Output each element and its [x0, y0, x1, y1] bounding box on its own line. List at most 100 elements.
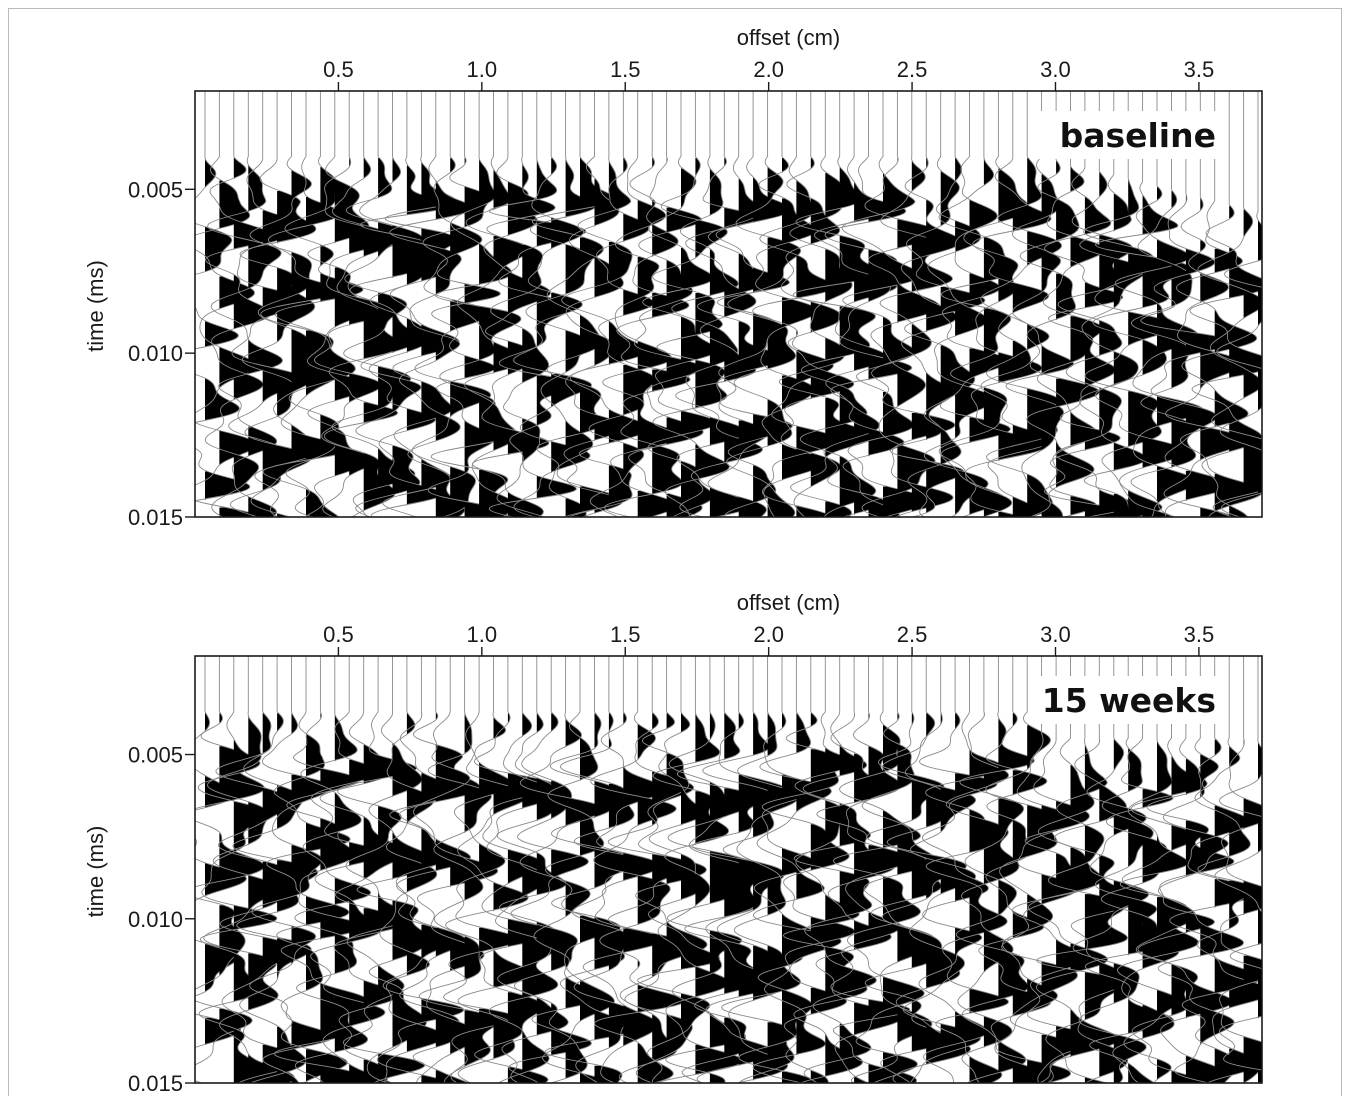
trace-fill — [709, 713, 750, 1083]
trace-line — [726, 91, 802, 517]
y-tick-label: 0.015 — [128, 1071, 183, 1096]
trace-fill — [608, 161, 649, 508]
trace-8 — [266, 656, 351, 1083]
trace-line — [871, 91, 956, 517]
trace-65 — [1083, 91, 1177, 517]
trace-fill — [1027, 725, 1071, 1083]
trace-40 — [721, 656, 802, 1083]
trace-line — [1219, 656, 1262, 1083]
trace-line — [1036, 656, 1128, 1083]
trace-21 — [456, 91, 530, 517]
y-axis-label: time (ms) — [83, 260, 108, 352]
x-tick-label: 0.5 — [323, 57, 354, 82]
trace-fill — [594, 713, 635, 1083]
trace-line — [904, 91, 986, 517]
trace-line — [761, 656, 856, 1083]
trace-fill — [522, 164, 556, 517]
trace-line — [1214, 656, 1262, 1071]
x-axis-label: offset (cm) — [737, 590, 841, 615]
trace-fill — [1185, 759, 1234, 1083]
trace-line — [636, 656, 721, 1083]
trace-fill — [464, 158, 507, 517]
trace-27 — [542, 656, 615, 1083]
trace-fill — [262, 713, 307, 1077]
trace-4 — [207, 91, 283, 517]
trace-line — [889, 91, 965, 517]
trace-fill — [291, 170, 323, 463]
trace-line — [652, 656, 744, 1083]
trace-32 — [603, 91, 691, 517]
trace-72 — [1194, 656, 1262, 1083]
trace-line — [1137, 656, 1235, 1083]
x-tick-label: 2.0 — [753, 57, 784, 82]
trace-line — [331, 91, 416, 517]
trace-line — [496, 656, 569, 1083]
trace-line — [486, 91, 556, 517]
trace-69 — [1137, 656, 1235, 1083]
trace-29 — [561, 91, 650, 517]
trace-17 — [389, 91, 472, 517]
y-tick-label: 0.015 — [128, 505, 183, 530]
trace-fill — [1229, 745, 1262, 1078]
trace-64 — [1072, 656, 1150, 1083]
trace-66 — [1100, 656, 1180, 1083]
trace-line — [207, 91, 283, 517]
trace-fill — [1214, 739, 1260, 1083]
trace-fill — [306, 734, 351, 1083]
trace-line — [456, 91, 530, 517]
trace-line — [1216, 91, 1262, 517]
trace-line — [782, 656, 868, 1083]
trace-13 — [331, 91, 416, 517]
trace-67 — [1114, 91, 1204, 517]
x-tick-label: 3.0 — [1040, 622, 1071, 647]
trace-fill — [334, 179, 370, 476]
trace-fill — [652, 158, 690, 496]
trace-fill — [926, 713, 971, 1065]
trace-line — [588, 91, 656, 517]
trace-fill — [493, 170, 529, 517]
plot-frame — [194, 655, 1263, 1084]
trace-fill — [551, 158, 592, 473]
trace-line — [486, 656, 559, 1083]
trace-25 — [508, 656, 593, 1083]
trace-1 — [195, 91, 251, 502]
trace-group-15-weeks — [195, 656, 1262, 1083]
trace-line — [294, 656, 372, 1083]
trace-line — [1019, 91, 1100, 517]
x-tick-label: 2.5 — [897, 622, 928, 647]
trace-45 — [792, 91, 880, 517]
trace-fill — [1070, 765, 1119, 1058]
trace-fill — [983, 713, 1020, 1048]
trace-line — [1114, 91, 1204, 517]
trace-fill — [1258, 742, 1262, 1083]
trace-fill — [940, 171, 985, 466]
x-tick-label: 2.5 — [897, 57, 928, 82]
trace-fill — [435, 180, 472, 517]
trace-fill — [883, 725, 925, 1080]
trace-fill — [479, 762, 519, 1030]
trace-line — [249, 656, 334, 1083]
trace-fill — [998, 717, 1035, 1074]
trace-fill — [955, 713, 997, 1045]
trace-line — [1189, 91, 1262, 517]
trace-74 — [1214, 656, 1262, 1083]
trace-line — [1140, 91, 1235, 517]
x-tick-label: 1.0 — [467, 622, 498, 647]
trace-line — [824, 91, 913, 517]
trace-line — [1027, 656, 1120, 1083]
trace-fill — [1041, 174, 1074, 517]
trace-70 — [1157, 656, 1244, 1083]
figure-frame — [8, 8, 1342, 1096]
trace-fill — [320, 167, 363, 457]
x-tick-label: 1.5 — [610, 57, 641, 82]
trace-line — [980, 91, 1063, 517]
trace-fill — [1157, 187, 1204, 506]
trace-line — [195, 91, 263, 517]
trace-line — [1005, 91, 1075, 517]
x-tick-label: 3.0 — [1040, 57, 1071, 82]
trace-53 — [923, 91, 995, 517]
trace-line — [833, 656, 925, 1083]
trace-fill — [767, 713, 801, 1072]
trace-line — [1194, 656, 1262, 1083]
